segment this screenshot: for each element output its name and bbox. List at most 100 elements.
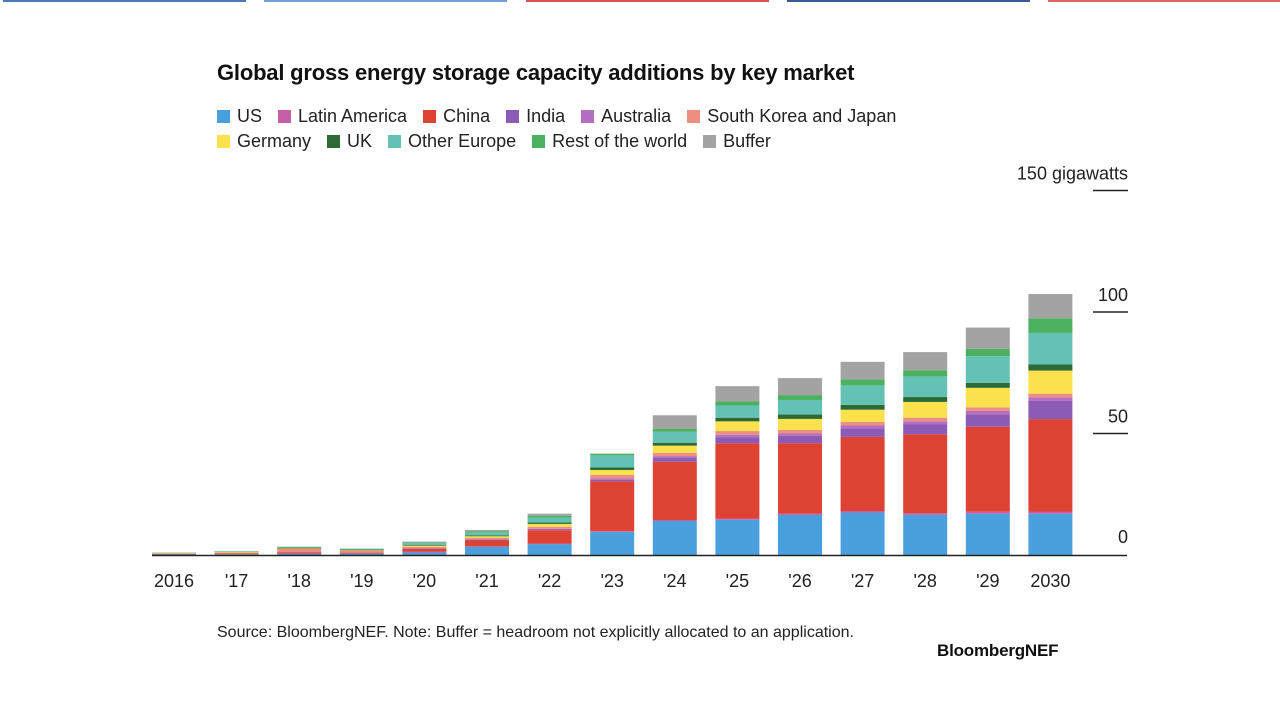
bar-29-buffer <box>965 327 1010 349</box>
legend-label-india: India <box>526 105 566 126</box>
x-tick-label-19: '19 <box>350 571 373 591</box>
bar-22-uk <box>527 522 572 524</box>
bar-29-rest-of-the-world <box>965 348 1010 357</box>
legend-swatch-rest-of-the-world <box>532 134 546 148</box>
bar-29-us <box>965 513 1010 555</box>
bar-2016-china <box>152 553 196 555</box>
legend-item-germany: Germany <box>217 131 311 152</box>
bar-20-uk <box>402 545 447 546</box>
bar-19-other-europe <box>339 548 384 550</box>
x-tick-label-2016: 2016 <box>154 571 194 591</box>
bar-2030-germany <box>1028 370 1073 394</box>
bar-27-china <box>840 436 885 512</box>
bar-19-australia <box>339 552 384 554</box>
bar-22-buffer <box>527 513 572 516</box>
bar-23-india <box>590 479 635 482</box>
bar-18-rest-of-the-world <box>277 546 322 548</box>
bar-28-china <box>903 434 948 514</box>
bar-25-buffer <box>715 386 760 402</box>
bar-29-other-europe <box>965 356 1010 383</box>
bar-20-buffer <box>402 541 447 543</box>
legend-swatch-us <box>217 109 230 123</box>
bar-22-germany <box>527 523 572 527</box>
bar-20-other-europe <box>402 543 447 546</box>
bar-17-rest-of-the-world <box>214 551 259 552</box>
bar-25-india <box>715 437 760 444</box>
legend-row-1: US Latin America China India Australia South … <box>217 104 977 128</box>
bar-2030-uk <box>1028 364 1073 371</box>
bar-27-latin-america <box>840 511 885 513</box>
x-tick-label-23: '23 <box>600 571 623 591</box>
bar-19-germany <box>339 549 384 551</box>
chart-legend: US Latin America China India Australia South … <box>217 104 977 154</box>
bar-24-uk <box>652 442 697 446</box>
bar-23-uk <box>590 467 635 470</box>
bar-20-australia <box>402 548 447 549</box>
bar-group-22 <box>527 513 572 555</box>
bar-group-19 <box>339 548 384 555</box>
bar-2030-latin-america <box>1028 511 1073 514</box>
top-rule-1 <box>3 0 246 2</box>
bar-22-south-korea-and-japan <box>527 526 572 529</box>
bar-23-rest-of-the-world <box>590 453 635 456</box>
bar-17-germany <box>214 552 259 553</box>
bar-22-rest-of-the-world <box>527 515 572 518</box>
legend-label-us: US <box>237 105 263 126</box>
top-rule-3 <box>526 0 769 2</box>
bar-27-australia <box>840 425 885 429</box>
bar-group-27 <box>840 361 885 555</box>
bar-22-australia <box>527 528 572 530</box>
bar-19-china <box>339 552 384 554</box>
bar-27-rest-of-the-world <box>840 379 885 386</box>
bar-25-rest-of-the-world <box>715 401 760 406</box>
bar-27-uk <box>840 404 885 410</box>
legend-item-uk: UK <box>327 131 372 152</box>
bar-21-australia <box>465 539 509 541</box>
legend-swatch-south-korea-and-japan <box>687 109 701 123</box>
bar-22-us <box>527 544 572 555</box>
bar-2030-us <box>1028 513 1073 555</box>
bar-27-other-europe <box>840 385 885 405</box>
bar-17-us <box>214 554 259 555</box>
bar-25-uk <box>715 417 760 422</box>
bar-28-latin-america <box>903 513 948 515</box>
top-rule-2 <box>264 0 507 2</box>
bar-23-other-europe <box>590 455 635 468</box>
bar-18-other-europe <box>277 546 322 548</box>
bar-group-29 <box>965 327 1010 555</box>
bar-26-buffer <box>778 378 822 396</box>
bar-29-india <box>965 414 1010 427</box>
legend-label-australia: Australia <box>601 105 672 126</box>
bar-27-buffer <box>840 361 885 380</box>
bar-21-buffer <box>465 529 509 532</box>
bar-20-china <box>402 548 447 552</box>
x-tick-label-24: '24 <box>663 571 686 591</box>
bar-2030-rest-of-the-world <box>1028 318 1073 333</box>
bar-19-south-korea-and-japan <box>339 550 384 553</box>
bar-27-south-korea-and-japan <box>840 421 885 426</box>
bar-2016-other-europe <box>152 552 196 554</box>
bar-22-india <box>527 529 572 531</box>
bar-18-australia <box>277 552 322 553</box>
bar-24-china <box>652 461 697 521</box>
bar-25-us <box>715 519 760 555</box>
x-tick-label-2030: 2030 <box>1030 571 1070 591</box>
bar-28-india <box>903 424 948 435</box>
bar-group-23 <box>590 453 635 555</box>
bar-28-germany <box>903 401 948 418</box>
bar-23-us <box>590 531 635 555</box>
bar-26-australia <box>778 433 822 436</box>
bar-26-south-korea-and-japan <box>778 429 822 434</box>
bar-17-china <box>214 553 259 555</box>
bar-group-24 <box>652 415 697 555</box>
bar-28-south-korea-and-japan <box>903 417 948 422</box>
legend-swatch-germany <box>217 134 230 148</box>
x-tick-label-25: '25 <box>726 571 749 591</box>
bar-2030-south-korea-and-japan <box>1028 393 1073 398</box>
bar-group-25 <box>715 386 760 555</box>
bar-25-germany <box>715 421 760 432</box>
bar-group-2030 <box>1028 294 1073 555</box>
bar-23-australia <box>590 478 635 480</box>
x-tick-label-21: '21 <box>475 571 498 591</box>
bar-21-south-korea-and-japan <box>465 537 509 540</box>
